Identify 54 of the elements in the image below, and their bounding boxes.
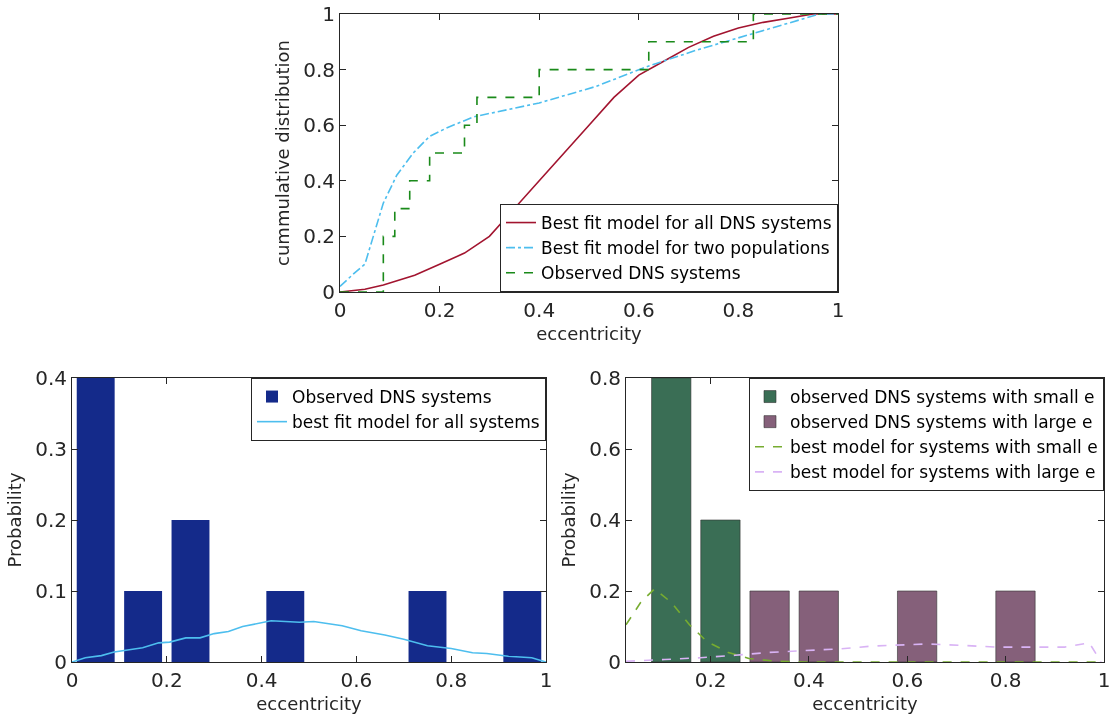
legend-label: best model for systems with small e <box>790 437 1098 458</box>
x-axis-title: eccentricity <box>256 693 363 715</box>
y-tick-label: 0.2 <box>303 224 335 249</box>
legend-label: Observed DNS systems <box>292 387 492 408</box>
legend-label: observed DNS systems with large e <box>790 412 1093 433</box>
y-axis-title: Probability <box>4 472 26 568</box>
x-tick-label: 0.8 <box>989 668 1022 692</box>
y-tick-label: 0.4 <box>35 366 67 390</box>
x-tick-label: 1 <box>831 298 845 322</box>
y-tick-label: 0.6 <box>589 437 621 461</box>
x-tick-label: 0.4 <box>245 668 278 692</box>
x-tick-label: 0.2 <box>423 298 456 322</box>
legend-label: observed DNS systems with small e <box>790 387 1095 408</box>
legend-label: best model for systems with large e <box>790 462 1096 483</box>
y-tick-label: 0 <box>54 650 67 674</box>
bar <box>700 519 741 662</box>
y-tick-label: 0.3 <box>35 437 67 461</box>
legend-label: Best fit model for two populations <box>541 238 830 259</box>
x-tick-label: 0.4 <box>523 298 556 322</box>
bar <box>798 590 839 662</box>
x-tick-label: 0.8 <box>435 668 468 692</box>
y-tick-label: 0.6 <box>303 113 335 138</box>
y-axis-title: cummulative distribution <box>272 40 294 266</box>
legend-label: best fit model for all systems <box>292 412 540 433</box>
y-tick-label: 0.8 <box>303 57 335 82</box>
bar <box>995 590 1036 662</box>
y-tick-label: 1 <box>322 2 335 26</box>
x-tick-label: 1 <box>1097 668 1111 692</box>
legend-label: Best fit model for all DNS systems <box>541 213 832 234</box>
y-tick-label: 0 <box>322 280 335 304</box>
x-tick-label: 0.4 <box>793 668 825 692</box>
line-series <box>626 642 1102 662</box>
x-tick-label: 1 <box>539 668 553 692</box>
y-tick-label: 0 <box>608 650 621 674</box>
y-tick-label: 0.8 <box>589 366 621 390</box>
y-tick-label: 0.2 <box>35 508 67 532</box>
y-tick-label: 0.4 <box>303 168 335 193</box>
x-axis-title: eccentricity <box>812 693 919 715</box>
x-axis-title: eccentricity <box>536 323 643 345</box>
x-tick-label: 0.6 <box>891 668 924 692</box>
x-tick-label: 0.8 <box>722 298 755 322</box>
line-series <box>72 620 546 662</box>
bar <box>651 378 692 662</box>
y-tick-label: 0.1 <box>35 579 67 603</box>
legend-label: Observed DNS systems <box>541 263 741 284</box>
y-tick-label: 0.4 <box>589 508 621 532</box>
bar <box>749 590 790 662</box>
x-tick-label: 0.2 <box>694 668 727 692</box>
y-tick-label: 0.2 <box>589 579 621 603</box>
bar <box>897 590 938 662</box>
x-tick-label: 0.6 <box>340 668 373 692</box>
x-tick-label: 0.2 <box>150 668 183 692</box>
y-axis-title: Probability <box>558 472 580 568</box>
x-tick-label: 0.6 <box>622 298 655 322</box>
